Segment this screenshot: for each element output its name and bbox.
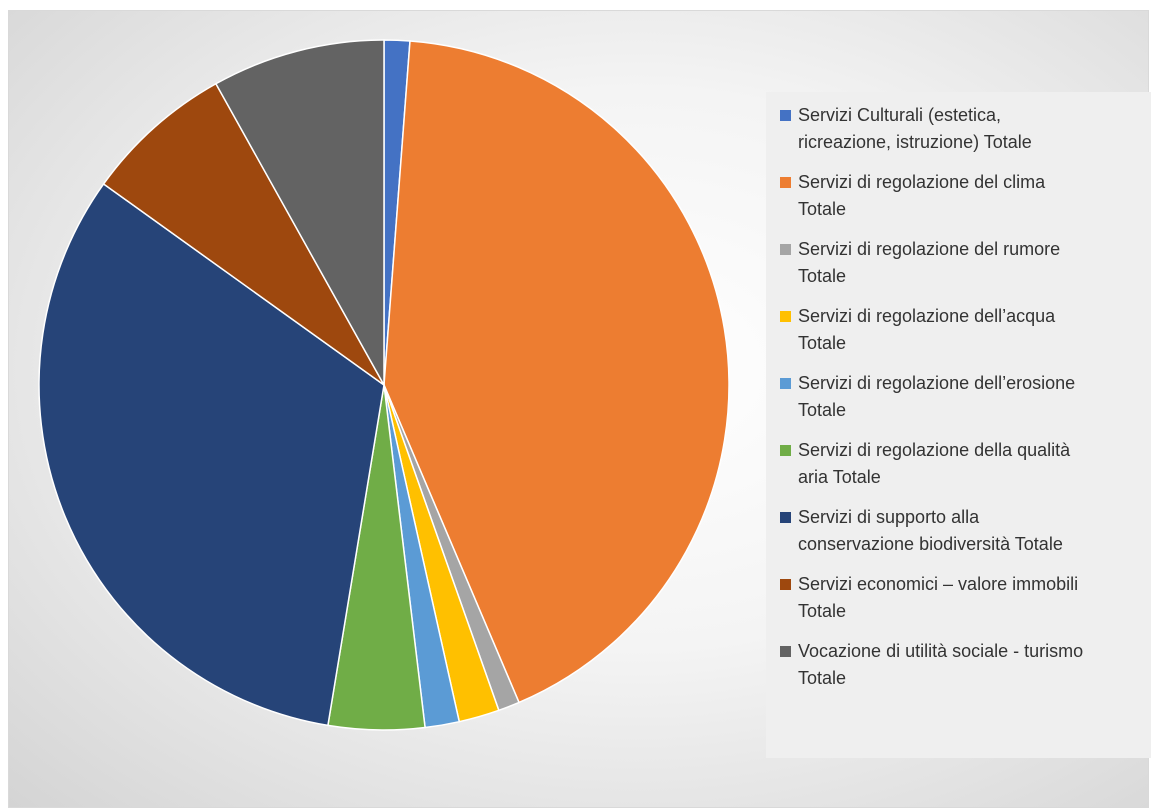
legend-item: Servizi di regolazione dell’erosione Tota…: [778, 370, 1151, 437]
legend-swatch: [780, 445, 791, 456]
legend-label-line: aria Totale: [798, 467, 881, 487]
legend-label-line: Servizi Culturali (estetica,: [798, 105, 1002, 125]
legend-swatch: [780, 646, 791, 657]
pie-slices: [38, 39, 730, 731]
legend-swatch: [780, 177, 791, 188]
legend-swatch: [780, 110, 791, 121]
legend-swatch: [780, 244, 791, 255]
pie-slice-8: [102, 82, 385, 386]
legend-item: Servizi di regolazione del clima Totale: [778, 169, 1151, 236]
pie-slice-2: [383, 40, 730, 704]
legend-label-line: Servizi economici – valore immobili: [798, 574, 1079, 594]
legend-swatch: [780, 378, 791, 389]
legend-item: Servizi Culturali (estetica, ricreazione,…: [778, 102, 1151, 169]
legend-label-line: ricreazione, istruzione) Totale: [798, 132, 1032, 152]
legend-swatch: [780, 512, 791, 523]
legend-item: Servizi di supporto alla conservazione bi…: [778, 504, 1151, 571]
legend-label-line: Servizi di regolazione dell’acqua: [798, 306, 1056, 326]
legend-label-line: Servizi di supporto alla: [798, 507, 980, 527]
legend-item: Servizi di regolazione della qualità aria…: [778, 437, 1151, 504]
legend-label-line: Totale: [798, 400, 847, 420]
legend-swatch: [780, 311, 791, 322]
legend-label-line: Servizi di regolazione del clima: [798, 172, 1046, 192]
legend-label-line: Totale: [798, 601, 847, 621]
legend-label-line: Totale: [798, 333, 847, 353]
legend-item: Servizi di regolazione dell’acqua Totale: [778, 303, 1151, 370]
legend-item: Servizi di regolazione del rumore Totale: [778, 236, 1151, 303]
legend-item: Vocazione di utilità sociale - turismo To…: [778, 638, 1151, 705]
legend-label-line: Totale: [798, 199, 847, 219]
legend: Servizi Culturali (estetica, ricreazione,…: [766, 92, 1151, 758]
legend-label-line: Totale: [798, 668, 847, 688]
legend-label-line: Servizi di regolazione della qualità: [798, 440, 1071, 460]
pie-chart: [38, 39, 730, 731]
legend-label-line: Totale: [798, 266, 847, 286]
legend-label-line: Vocazione di utilità sociale - turismo: [798, 641, 1084, 661]
legend-swatch: [780, 579, 791, 590]
legend-item: Servizi economici – valore immobili Total…: [778, 571, 1151, 638]
legend-label-line: conservazione biodiversità Totale: [798, 534, 1063, 554]
chart-area: Servizi Culturali (estetica, ricreazione,…: [8, 10, 1151, 808]
legend-label-line: Servizi di regolazione del rumore: [798, 239, 1061, 259]
pie-slice-9: [214, 39, 385, 388]
legend-label-line: Servizi di regolazione dell’erosione: [798, 373, 1076, 393]
pie-slice-7: [38, 182, 385, 727]
